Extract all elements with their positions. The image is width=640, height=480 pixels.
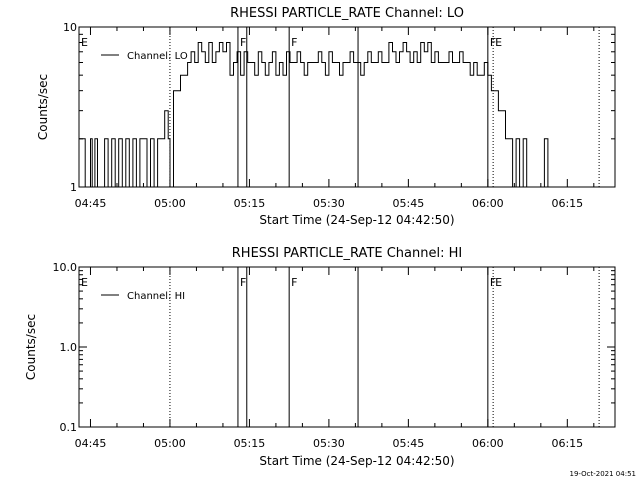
y-tick-label: 0.1 (60, 421, 78, 434)
x-tick-label: 06:00 (472, 437, 504, 450)
chart-title: RHESSI PARTICLE_RATE Channel: LO (230, 6, 464, 21)
y-tick-label: 1 (70, 181, 77, 194)
panel-lo-channel: RHESSI PARTICLE_RATE Channel: LO 1 10 04:45… (36, 6, 616, 227)
x-tick-label: 05:45 (393, 437, 425, 450)
plot-frame (78, 26, 616, 188)
x-tick-label: 06:00 (472, 197, 504, 210)
x-tick-label: 06:15 (551, 437, 583, 450)
y-tick-label: 1.0 (60, 341, 78, 354)
x-tick-label: 05:15 (234, 197, 266, 210)
x-axis-label: Start Time (24-Sep-12 04:42:50) (259, 454, 454, 468)
x-tick-label: 05:45 (393, 197, 425, 210)
x-tick-label: 05:30 (313, 197, 345, 210)
event-flag-label: E (495, 276, 502, 289)
legend-entry: Channel: LO (127, 51, 188, 62)
x-tick-label: 05:00 (154, 437, 186, 450)
y-tick-label: 10 (63, 21, 77, 34)
x-tick-label: 06:15 (551, 197, 583, 210)
event-flag-label: E (81, 276, 88, 289)
event-flag-label: F (240, 276, 246, 289)
x-tick-label: 05:30 (313, 437, 345, 450)
y-axis-label: Counts/sec (24, 314, 38, 380)
event-flag-label: E (81, 36, 88, 49)
legend-entry: Channel: HI (127, 291, 185, 302)
y-axis-label: Counts/sec (36, 74, 50, 140)
x-axis-label: Start Time (24-Sep-12 04:42:50) (259, 213, 454, 227)
y-tick-label: 10.0 (53, 261, 78, 274)
x-tick-label: 05:15 (234, 437, 266, 450)
series-line-channel-lo (79, 42, 555, 188)
x-tick-label: 04:45 (75, 437, 107, 450)
x-tick-label: 04:45 (75, 197, 107, 210)
chart-title: RHESSI PARTICLE_RATE Channel: HI (232, 246, 462, 261)
event-flag-label: F (291, 36, 297, 49)
panel-hi-channel: RHESSI PARTICLE_RATE Channel: HI 0.1 1.0 10… (24, 246, 616, 468)
event-flag-label: F (240, 36, 246, 49)
generation-timestamp: 19-Oct-2021 04:51 (570, 470, 636, 478)
event-flag-label: F (291, 276, 297, 289)
event-flag-label: E (495, 36, 502, 49)
x-tick-label: 05:00 (154, 197, 186, 210)
